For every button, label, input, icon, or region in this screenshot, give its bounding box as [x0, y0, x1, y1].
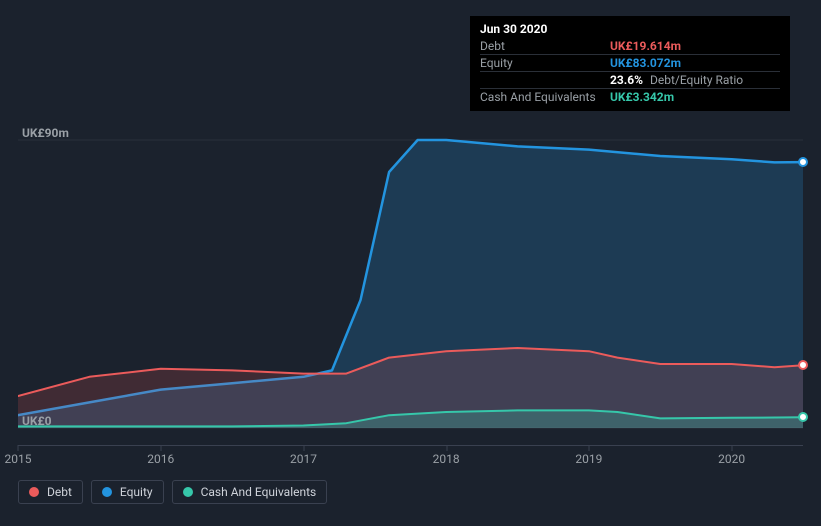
tooltip-row-value: 23.6% Debt/Equity Ratio: [610, 72, 780, 89]
tooltip-row: DebtUK£19.614m: [480, 38, 780, 55]
tooltip-row-label: Equity: [480, 55, 610, 72]
tooltip-row-label: Debt: [480, 38, 610, 55]
series-end-dot: [798, 412, 808, 422]
legend: Debt Equity Cash And Equivalents: [18, 480, 327, 504]
legend-item-label: Debt: [47, 485, 72, 499]
x-axis-tick: 2020: [718, 452, 745, 466]
tooltip-row-value: UK£3.342m: [610, 89, 780, 106]
tooltip-row-label: Cash And Equivalents: [480, 89, 610, 106]
tooltip-row: EquityUK£83.072m: [480, 55, 780, 72]
y-axis-label: UK£0: [22, 414, 52, 428]
x-axis-tick: 2018: [433, 452, 460, 466]
tooltip-row-value: UK£19.614m: [610, 38, 780, 55]
legend-item-cash[interactable]: Cash And Equivalents: [172, 480, 328, 504]
legend-item-equity[interactable]: Equity: [91, 480, 164, 504]
tooltip-table: DebtUK£19.614mEquityUK£83.072m23.6% Debt…: [480, 38, 780, 105]
legend-item-debt[interactable]: Debt: [18, 480, 83, 504]
series-end-dot: [798, 157, 808, 167]
x-axis-tick: 2015: [5, 452, 32, 466]
x-axis-tick: 2016: [147, 452, 174, 466]
legend-item-label: Equity: [120, 485, 153, 499]
chart-tooltip: Jun 30 2020 DebtUK£19.614mEquityUK£83.07…: [470, 16, 790, 111]
tooltip-row-value: UK£83.072m: [610, 55, 780, 72]
tooltip-date: Jun 30 2020: [480, 22, 780, 36]
legend-dot-icon: [102, 487, 112, 497]
tooltip-row: Cash And EquivalentsUK£3.342m: [480, 89, 780, 106]
y-axis-label: UK£90m: [22, 126, 69, 140]
x-axis-tick: 2019: [575, 452, 602, 466]
x-axis-tick: 2017: [290, 452, 317, 466]
x-axis: 201520162017201820192020: [18, 445, 803, 465]
tooltip-row: 23.6% Debt/Equity Ratio: [480, 72, 780, 89]
series-end-dot: [798, 360, 808, 370]
legend-dot-icon: [29, 487, 39, 497]
tooltip-row-label: [480, 72, 610, 89]
legend-dot-icon: [183, 487, 193, 497]
legend-item-label: Cash And Equivalents: [201, 485, 317, 499]
